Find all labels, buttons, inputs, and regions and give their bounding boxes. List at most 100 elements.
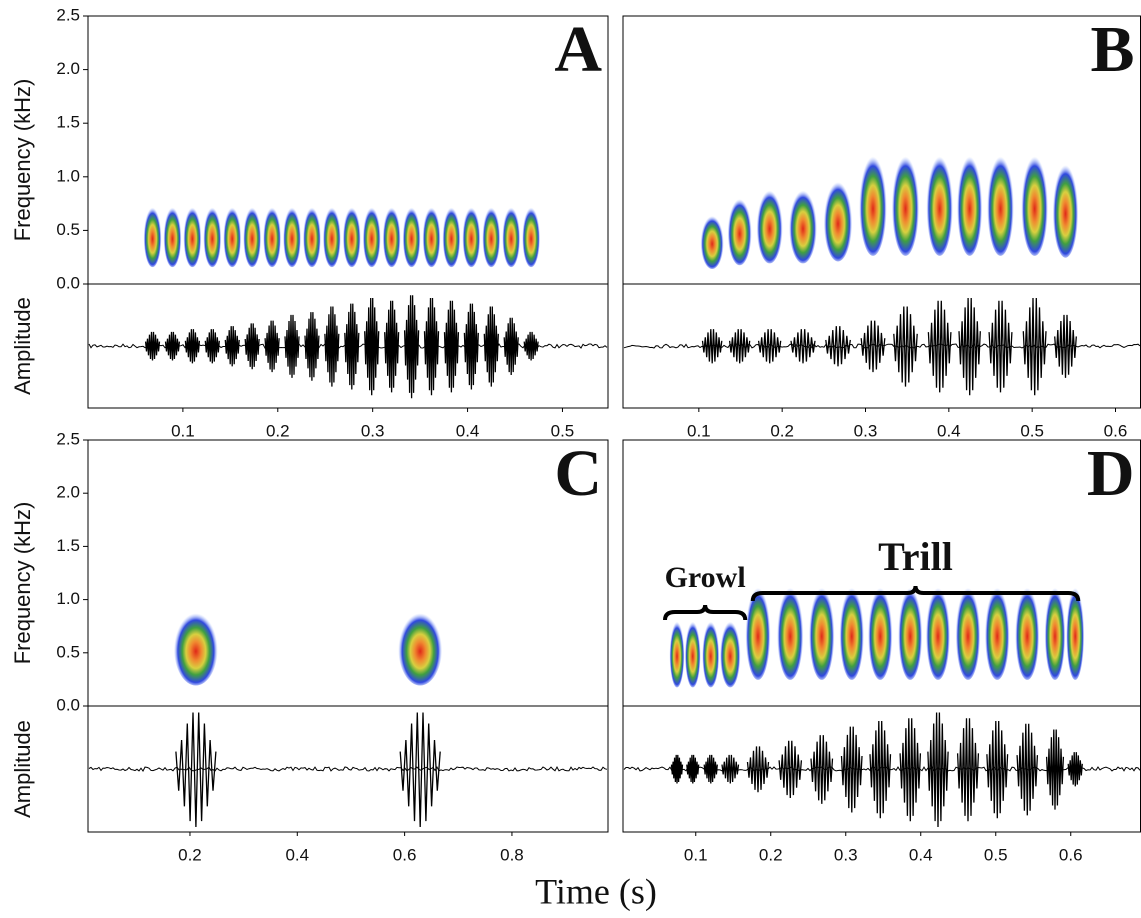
y-tick-label: 1.5: [56, 536, 80, 555]
syllable: [898, 583, 923, 680]
y-tick-label: 0.5: [56, 642, 80, 661]
waveform-burst: [503, 317, 519, 376]
syllable: [1044, 583, 1066, 680]
waveform-burst: [184, 329, 201, 364]
waveform-burst: [483, 306, 499, 387]
x-tick-label: 0.2: [266, 421, 290, 440]
x-tick-label: 0.5: [551, 421, 575, 440]
syllable: [859, 151, 887, 256]
waveform-burst: [1022, 297, 1047, 396]
syllable: [684, 618, 701, 688]
brace: [750, 585, 1081, 602]
waveform-burst: [686, 754, 700, 784]
waveform-burst: [927, 712, 949, 828]
y-tick-label: 1.5: [56, 113, 80, 132]
waveform-burst: [1045, 729, 1065, 810]
syllable: [756, 186, 783, 264]
syllable: [283, 204, 301, 268]
syllable: [462, 204, 481, 268]
waveform-burst: [463, 303, 479, 390]
y-tick-label: 0.0: [56, 695, 80, 714]
waveform-burst: [810, 735, 834, 804]
waveform-burst: [701, 329, 723, 364]
waveform-burst: [956, 718, 980, 822]
waveform-burst: [224, 326, 240, 367]
waveform-burst: [304, 312, 320, 381]
waveform-burst: [958, 297, 981, 396]
x-tick-label: 0.2: [759, 845, 783, 864]
y-tick-label: 1.0: [56, 166, 80, 185]
waveform-burst: [703, 754, 718, 784]
waveform-burst: [860, 320, 886, 373]
x-tick-label: 0.8: [500, 845, 524, 864]
waveform-burst: [670, 754, 684, 784]
waveform-frame: [87, 705, 609, 833]
waveform-burst: [423, 297, 440, 396]
syllable: [203, 204, 222, 268]
syllable: [322, 204, 341, 268]
syllable: [727, 195, 752, 266]
syllable: [482, 204, 501, 268]
syllable: [302, 204, 321, 268]
syllable: [891, 151, 920, 256]
panel-label: C: [554, 437, 602, 510]
y-tick-label: 0.0: [56, 273, 80, 292]
x-tick-label: 0.3: [854, 421, 878, 440]
y-axis-title: Frequency (kHz): [10, 502, 35, 665]
syllable: [442, 204, 461, 268]
waveform-burst: [869, 720, 892, 819]
x-tick-label: 0.1: [687, 421, 711, 440]
syllable: [789, 186, 817, 264]
y-tick-label: 2.5: [56, 5, 80, 24]
syllable: [745, 583, 771, 680]
panel-label: D: [1087, 437, 1135, 510]
waveform-burst: [344, 303, 360, 390]
waveform-burst: [988, 300, 1013, 393]
syllable: [808, 583, 835, 680]
syllable: [839, 583, 864, 680]
panel-label: B: [1090, 13, 1134, 86]
syllable: [163, 204, 182, 268]
syllable: [183, 204, 202, 268]
syllable: [382, 204, 401, 268]
waveform-burst: [728, 329, 751, 364]
syllable: [1052, 160, 1079, 258]
syllable: [422, 204, 441, 268]
waveform-burst: [757, 329, 782, 364]
y-axis-title: Frequency (kHz): [10, 79, 35, 242]
x-tick-label: 0.6: [1059, 845, 1083, 864]
waveform-burst: [1016, 723, 1039, 816]
syllable: [700, 213, 724, 269]
syllable: [957, 151, 983, 256]
syllable: [719, 618, 741, 688]
waveform-burst: [899, 718, 922, 822]
syllable: [243, 204, 262, 268]
x-tick-label: 0.4: [909, 845, 933, 864]
waveform-burst: [175, 712, 217, 828]
waveform-burst: [893, 306, 918, 387]
syllable: [669, 618, 685, 688]
x-tick-label: 0.1: [171, 421, 195, 440]
waveform-burst: [144, 331, 161, 361]
x-tick-label: 0.6: [393, 845, 417, 864]
panel-label: A: [554, 13, 602, 86]
waveform-burst: [840, 726, 863, 813]
waveform-burst: [443, 300, 460, 393]
waveform-burst: [384, 300, 400, 393]
y-tick-label: 2.0: [56, 59, 80, 78]
waveform-baseline: [88, 765, 608, 772]
syllable: [1021, 151, 1049, 256]
syllable: [173, 609, 218, 686]
annotation: Trill: [878, 534, 953, 579]
waveform-burst: [264, 320, 280, 373]
syllable: [1066, 583, 1085, 680]
waveform-burst: [1054, 314, 1077, 378]
x-tick-label: 0.4: [285, 845, 309, 864]
y-tick-label: 0.5: [56, 220, 80, 239]
syllable: [984, 583, 1010, 680]
x-tick-label: 0.1: [684, 845, 708, 864]
x-axis-title: Time (s): [535, 871, 657, 911]
syllable: [702, 618, 720, 688]
x-tick-label: 0.4: [937, 421, 961, 440]
